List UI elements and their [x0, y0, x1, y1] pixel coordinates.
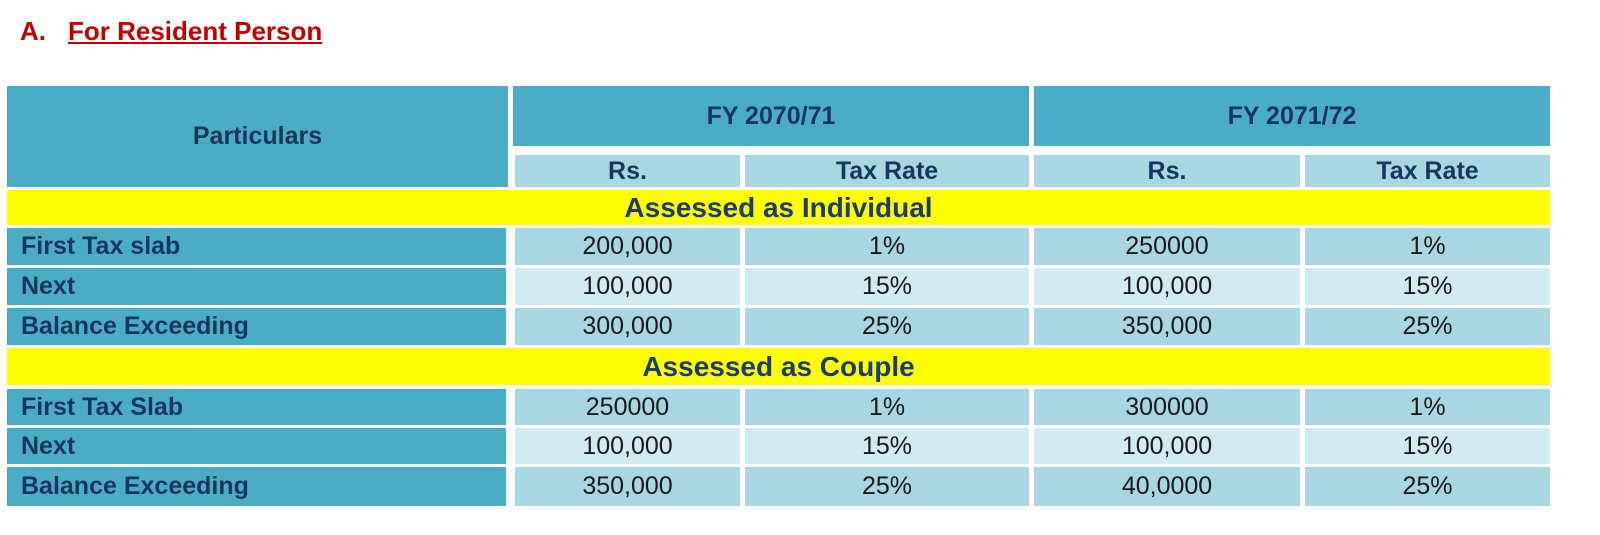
- section-band-couple: Assessed as Couple: [7, 348, 1550, 385]
- section-band-individual: Assessed as Individual: [7, 190, 1550, 225]
- cell-rs-1: 100,000: [515, 268, 740, 305]
- cell-rs-2: 100,000: [1034, 268, 1300, 305]
- cell-rs-1: 300,000: [515, 308, 740, 345]
- row-label: Next: [7, 428, 506, 464]
- cell-rate-2: 1%: [1305, 389, 1550, 425]
- row-label: Balance Exceeding: [7, 308, 506, 345]
- cell-rs-2: 100,000: [1034, 428, 1300, 464]
- section-heading: A. For Resident Person: [20, 16, 322, 47]
- row-label: Balance Exceeding: [7, 467, 506, 506]
- section-title: For Resident Person: [68, 16, 323, 46]
- cell-rate-2: 25%: [1305, 308, 1550, 345]
- cell-rs-2: 250000: [1034, 228, 1300, 265]
- row-label: Next: [7, 268, 506, 305]
- section-letter: A.: [20, 16, 46, 46]
- cell-rate-1: 15%: [745, 428, 1029, 464]
- cell-rs-2: 350,000: [1034, 308, 1300, 345]
- cell-rate-1: 25%: [745, 467, 1029, 506]
- cell-rs-1: 250000: [515, 389, 740, 425]
- row-label: First Tax Slab: [7, 389, 506, 425]
- subheader-rs-1: Rs.: [515, 155, 740, 187]
- cell-rate-2: 15%: [1305, 268, 1550, 305]
- cell-rate-1: 1%: [745, 228, 1029, 265]
- fy-header-1: FY 2070/71: [513, 86, 1029, 146]
- cell-rate-1: 1%: [745, 389, 1029, 425]
- cell-rate-1: 15%: [745, 268, 1029, 305]
- cell-rs-1: 350,000: [515, 467, 740, 506]
- cell-rate-2: 1%: [1305, 228, 1550, 265]
- particulars-header: Particulars: [7, 86, 508, 187]
- fy-header-2: FY 2071/72: [1034, 86, 1550, 146]
- subheader-tax-rate-2: Tax Rate: [1305, 155, 1550, 187]
- cell-rs-2: 40,0000: [1034, 467, 1300, 506]
- cell-rate-2: 25%: [1305, 467, 1550, 506]
- cell-rs-1: 200,000: [515, 228, 740, 265]
- subheader-rs-2: Rs.: [1034, 155, 1300, 187]
- cell-rs-1: 100,000: [515, 428, 740, 464]
- cell-rs-2: 300000: [1034, 389, 1300, 425]
- cell-rate-1: 25%: [745, 308, 1029, 345]
- cell-rate-2: 15%: [1305, 428, 1550, 464]
- row-label: First Tax slab: [7, 228, 506, 265]
- subheader-tax-rate-1: Tax Rate: [745, 155, 1029, 187]
